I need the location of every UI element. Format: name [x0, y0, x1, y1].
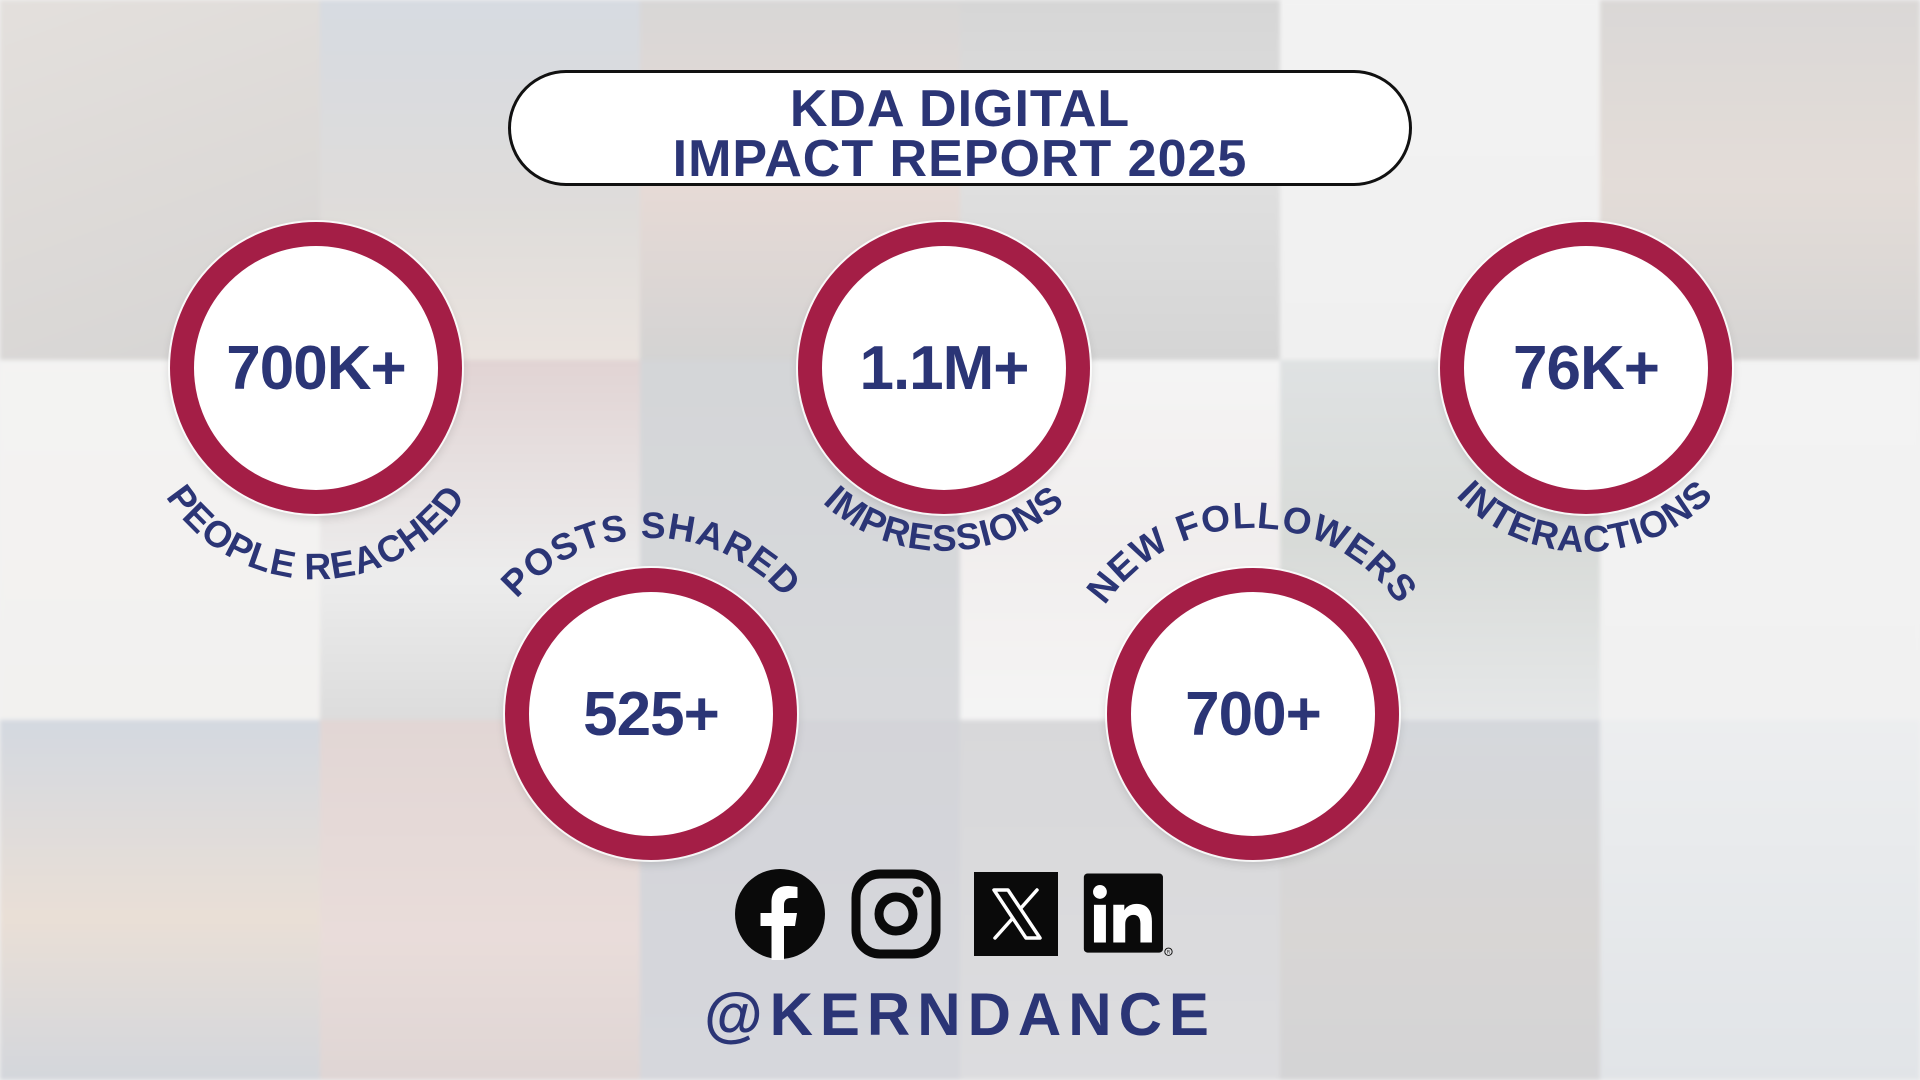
facebook-icon[interactable] — [734, 868, 826, 960]
instagram-icon[interactable] — [850, 868, 942, 960]
stat-circle-posts-shared: 525+ — [505, 568, 797, 860]
stat-circle-new-followers: 700+ — [1107, 568, 1399, 860]
stat-value-new-followers: 700+ — [1185, 679, 1322, 749]
x-icon[interactable] — [970, 868, 1062, 960]
svg-text:R: R — [1167, 950, 1171, 956]
stat-circle-interactions: 76K+ — [1440, 222, 1732, 514]
report-title-banner: KDA DIGITAL IMPACT REPORT 2025 — [508, 70, 1412, 186]
stat-value-posts-shared: 525+ — [583, 679, 720, 749]
stat-value-interactions: 76K+ — [1513, 333, 1660, 403]
report-title-line-2: IMPACT REPORT 2025 — [672, 130, 1248, 188]
social-handle[interactable]: @KERNDANCE — [704, 981, 1216, 1048]
stat-circle-impressions: 1.1M+ — [798, 222, 1090, 514]
report-title-line-1: KDA DIGITAL — [789, 80, 1131, 138]
social-icons-row: R — [730, 868, 1190, 964]
stat-circle-people-reached: 700K+ — [170, 222, 462, 514]
stat-value-people-reached: 700K+ — [226, 333, 406, 403]
linkedin-icon[interactable]: R — [1082, 868, 1174, 960]
stat-value-impressions: 1.1M+ — [859, 333, 1029, 403]
